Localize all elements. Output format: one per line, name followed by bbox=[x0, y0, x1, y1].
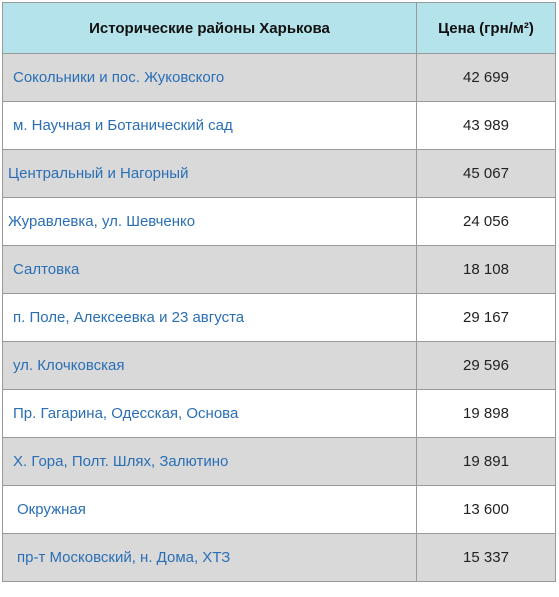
district-cell: Сокольники и пос. Жуковского bbox=[2, 53, 417, 102]
district-cell: м. Научная и Ботанический сад bbox=[2, 101, 417, 150]
district-cell: Журавлевка, ул. Шевченко bbox=[2, 197, 417, 246]
price-cell: 15 337 bbox=[416, 533, 556, 582]
table-row: п. Поле, Алексеевка и 23 августа 29 167 bbox=[2, 293, 556, 342]
price-cell: 45 067 bbox=[416, 149, 556, 198]
price-table-container: Исторические районы Харькова Цена (грн/м… bbox=[2, 2, 556, 582]
table-row: Х. Гора, Полт. Шлях, Залютино 19 891 bbox=[2, 437, 556, 486]
table-row: м. Научная и Ботанический сад 43 989 bbox=[2, 101, 556, 150]
district-cell: Окружная bbox=[2, 485, 417, 534]
district-column-header: Исторические районы Харькова bbox=[2, 2, 417, 54]
price-cell: 42 699 bbox=[416, 53, 556, 102]
price-column-header: Цена (грн/м²) bbox=[416, 2, 556, 54]
price-cell: 18 108 bbox=[416, 245, 556, 294]
price-cell: 43 989 bbox=[416, 101, 556, 150]
price-cell: 29 596 bbox=[416, 341, 556, 390]
district-cell: п. Поле, Алексеевка и 23 августа bbox=[2, 293, 417, 342]
price-cell: 19 891 bbox=[416, 437, 556, 486]
price-cell: 19 898 bbox=[416, 389, 556, 438]
table-row: Сокольники и пос. Жуковского 42 699 bbox=[2, 53, 556, 102]
table-row: Окружная 13 600 bbox=[2, 485, 556, 534]
table-row: Журавлевка, ул. Шевченко 24 056 bbox=[2, 197, 556, 246]
table-row: Салтовка 18 108 bbox=[2, 245, 556, 294]
price-cell: 13 600 bbox=[416, 485, 556, 534]
district-cell: Центральный и Нагорный bbox=[2, 149, 417, 198]
district-cell: пр-т Московский, н. Дома, ХТЗ bbox=[2, 533, 417, 582]
table-header-row: Исторические районы Харькова Цена (грн/м… bbox=[2, 2, 556, 54]
district-cell: Пр. Гагарина, Одесская, Основа bbox=[2, 389, 417, 438]
table-row: Пр. Гагарина, Одесская, Основа 19 898 bbox=[2, 389, 556, 438]
price-cell: 29 167 bbox=[416, 293, 556, 342]
district-cell: Х. Гора, Полт. Шлях, Залютино bbox=[2, 437, 417, 486]
price-cell: 24 056 bbox=[416, 197, 556, 246]
district-price-table: Исторические районы Харькова Цена (грн/м… bbox=[2, 2, 556, 582]
table-row: пр-т Московский, н. Дома, ХТЗ 15 337 bbox=[2, 533, 556, 582]
table-row: ул. Клочковская 29 596 bbox=[2, 341, 556, 390]
table-row: Центральный и Нагорный 45 067 bbox=[2, 149, 556, 198]
district-cell: ул. Клочковская bbox=[2, 341, 417, 390]
district-cell: Салтовка bbox=[2, 245, 417, 294]
